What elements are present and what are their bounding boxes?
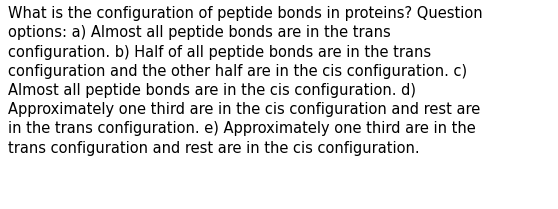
Text: What is the configuration of peptide bonds in proteins? Question
options: a) Alm: What is the configuration of peptide bon…: [8, 6, 483, 156]
